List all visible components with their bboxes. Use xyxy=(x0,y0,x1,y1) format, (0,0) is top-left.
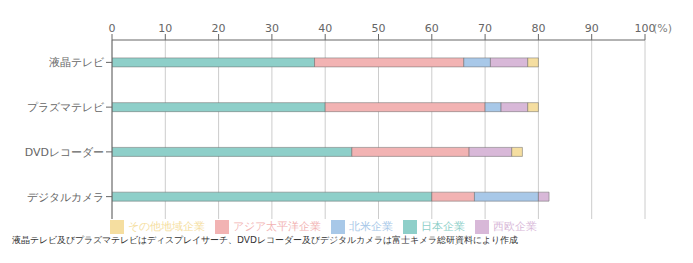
svg-text:(%): (%) xyxy=(653,22,672,35)
svg-text:0: 0 xyxy=(109,22,116,35)
svg-text:10: 10 xyxy=(158,22,172,35)
svg-text:40: 40 xyxy=(318,22,332,35)
svg-text:20: 20 xyxy=(212,22,226,35)
html-text:日本企業: 日本企業 xyxy=(421,220,465,233)
svg-text:DVDレコーダー: DVDレコーダー xyxy=(25,146,104,159)
html-text:アジア太平洋企業: アジア太平洋企業 xyxy=(233,220,321,233)
html-text:西欧企業: 西欧企業 xyxy=(493,220,537,233)
svg-text:30: 30 xyxy=(265,22,279,35)
html-text:北米企業: 北米企業 xyxy=(349,220,393,233)
html-text:液晶テレビ及びプラズマテレビはディスプレイサーチ、DVDレコ: 液晶テレビ及びプラズマテレビはディスプレイサーチ、DVDレコーダー及びデジタルカ… xyxy=(12,235,518,245)
svg-text:プラズマテレビ: プラズマテレビ xyxy=(27,101,105,114)
svg-text:80: 80 xyxy=(531,22,545,35)
html-text:その他地域企業: その他地域企業 xyxy=(128,220,205,233)
svg-text:デジタルカメラ: デジタルカメラ xyxy=(27,191,104,204)
svg-text:90: 90 xyxy=(585,22,599,35)
svg-text:60: 60 xyxy=(425,22,439,35)
svg-text:70: 70 xyxy=(478,22,492,35)
svg-text:液晶テレビ: 液晶テレビ xyxy=(49,56,105,69)
svg-text:50: 50 xyxy=(372,22,386,35)
svg-text:100: 100 xyxy=(634,22,656,35)
